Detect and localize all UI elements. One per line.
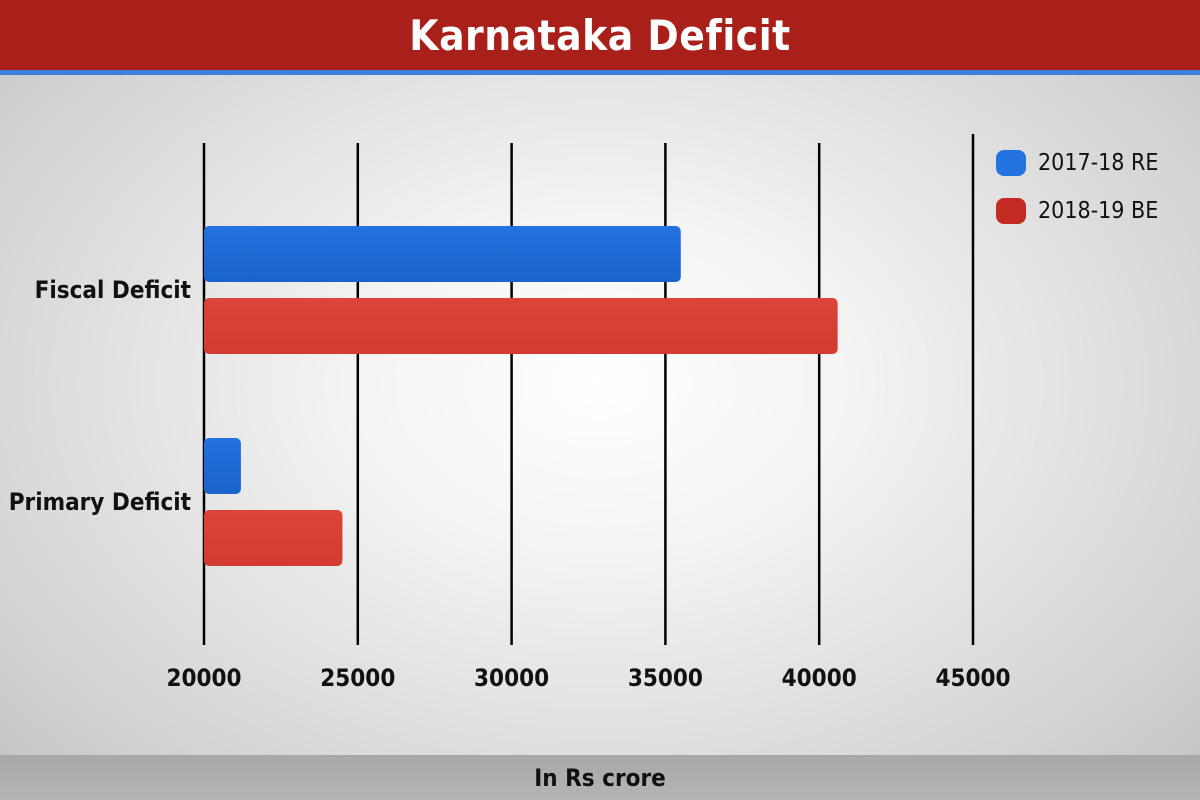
footer-bar: In Rs crore bbox=[0, 755, 1200, 800]
x-tick-label: 40000 bbox=[782, 664, 857, 692]
x-tick-label: 35000 bbox=[628, 664, 703, 692]
title-bar: Karnataka Deficit bbox=[0, 0, 1200, 75]
legend-label-2017-18-re: 2017-18 RE bbox=[1038, 150, 1159, 176]
y-category-label: Fiscal Deficit bbox=[35, 276, 191, 304]
legend-swatch-2017-18-re bbox=[996, 150, 1026, 176]
chart-title: Karnataka Deficit bbox=[409, 10, 791, 60]
bar-fiscal-deficit-2017-18-re bbox=[204, 226, 681, 282]
bar-primary-deficit-2017-18-re bbox=[204, 438, 241, 494]
legend-item-2018-19-be: 2018-19 BE bbox=[996, 198, 1158, 224]
legend: 2017-18 RE 2018-19 BE bbox=[996, 150, 1158, 246]
bar-primary-deficit-2018-19-be bbox=[204, 510, 343, 566]
x-tick-label: 20000 bbox=[166, 664, 241, 692]
x-axis-label: In Rs crore bbox=[534, 763, 666, 792]
x-tick-label: 45000 bbox=[935, 664, 1010, 692]
bar-fiscal-deficit-2018-19-be bbox=[204, 298, 838, 354]
legend-label-2018-19-be: 2018-19 BE bbox=[1038, 198, 1159, 224]
x-tick-label: 30000 bbox=[474, 664, 549, 692]
legend-item-2017-18-re: 2017-18 RE bbox=[996, 150, 1158, 176]
legend-swatch-2018-19-be bbox=[996, 198, 1026, 224]
y-category-label: Primary Deficit bbox=[9, 488, 191, 516]
x-tick-label: 25000 bbox=[320, 664, 395, 692]
